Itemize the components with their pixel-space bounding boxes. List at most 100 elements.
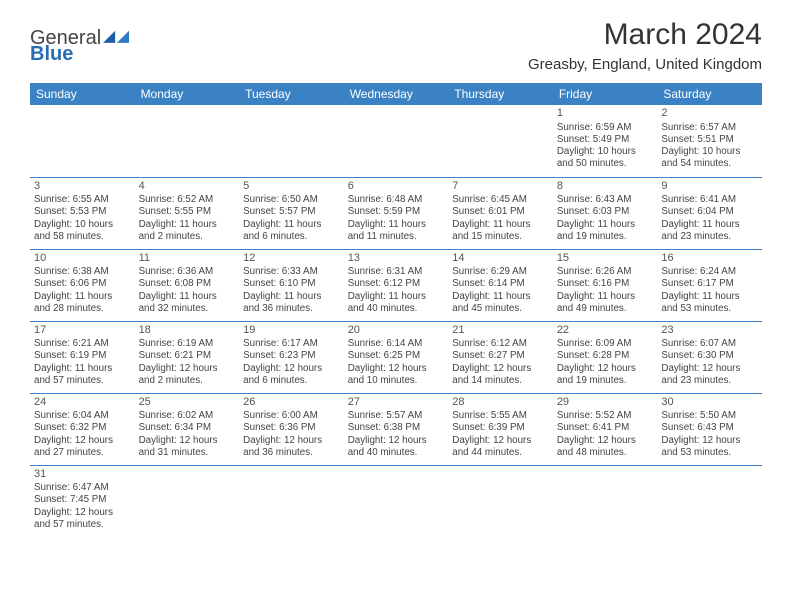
sunset: Sunset: 6:10 PM	[243, 278, 340, 290]
sunset: Sunset: 6:34 PM	[139, 422, 236, 434]
sunset: Sunset: 6:21 PM	[139, 350, 236, 362]
calendar-cell: 4Sunrise: 6:52 AMSunset: 5:55 PMDaylight…	[135, 177, 240, 249]
calendar-cell: 27Sunrise: 5:57 AMSunset: 6:38 PMDayligh…	[344, 393, 449, 465]
dayname-1: Monday	[135, 83, 240, 105]
day-number: 31	[34, 468, 131, 482]
calendar-cell: 25Sunrise: 6:02 AMSunset: 6:34 PMDayligh…	[135, 393, 240, 465]
daylight: Daylight: 11 hours and 6 minutes.	[243, 219, 340, 243]
daylight: Daylight: 12 hours and 27 minutes.	[34, 435, 131, 459]
daylight: Daylight: 12 hours and 36 minutes.	[243, 435, 340, 459]
sunset: Sunset: 6:17 PM	[661, 278, 758, 290]
day-number: 14	[452, 252, 549, 266]
daylight: Daylight: 11 hours and 36 minutes.	[243, 291, 340, 315]
daylight: Daylight: 11 hours and 23 minutes.	[661, 219, 758, 243]
calendar-cell: 26Sunrise: 6:00 AMSunset: 6:36 PMDayligh…	[239, 393, 344, 465]
sunset: Sunset: 5:57 PM	[243, 206, 340, 218]
day-number: 22	[557, 324, 654, 338]
calendar-cell	[239, 465, 344, 537]
day-number: 5	[243, 180, 340, 194]
calendar-cell	[135, 105, 240, 177]
day-number: 1	[557, 107, 654, 121]
sunrise: Sunrise: 6:55 AM	[34, 194, 131, 206]
day-number: 25	[139, 396, 236, 410]
sunrise: Sunrise: 6:02 AM	[139, 410, 236, 422]
day-number: 6	[348, 180, 445, 194]
sunrise: Sunrise: 6:33 AM	[243, 266, 340, 278]
sunrise: Sunrise: 6:57 AM	[661, 122, 758, 134]
day-number: 23	[661, 324, 758, 338]
sunset: Sunset: 5:49 PM	[557, 134, 654, 146]
sunset: Sunset: 6:19 PM	[34, 350, 131, 362]
sunset: Sunset: 6:32 PM	[34, 422, 131, 434]
calendar-cell: 23Sunrise: 6:07 AMSunset: 6:30 PMDayligh…	[657, 321, 762, 393]
day-number: 20	[348, 324, 445, 338]
daylight: Daylight: 12 hours and 19 minutes.	[557, 363, 654, 387]
daylight: Daylight: 12 hours and 53 minutes.	[661, 435, 758, 459]
daylight: Daylight: 11 hours and 15 minutes.	[452, 219, 549, 243]
sunrise: Sunrise: 6:24 AM	[661, 266, 758, 278]
day-number: 15	[557, 252, 654, 266]
sunrise: Sunrise: 6:12 AM	[452, 338, 549, 350]
daylight: Daylight: 12 hours and 48 minutes.	[557, 435, 654, 459]
day-number: 27	[348, 396, 445, 410]
calendar-cell: 2Sunrise: 6:57 AMSunset: 5:51 PMDaylight…	[657, 105, 762, 177]
calendar-cell: 3Sunrise: 6:55 AMSunset: 5:53 PMDaylight…	[30, 177, 135, 249]
sunset: Sunset: 6:14 PM	[452, 278, 549, 290]
sunrise: Sunrise: 6:19 AM	[139, 338, 236, 350]
daylight: Daylight: 10 hours and 58 minutes.	[34, 219, 131, 243]
day-number: 18	[139, 324, 236, 338]
sunset: Sunset: 6:06 PM	[34, 278, 131, 290]
sunset: Sunset: 6:28 PM	[557, 350, 654, 362]
sunrise: Sunrise: 5:52 AM	[557, 410, 654, 422]
calendar-cell	[344, 465, 449, 537]
calendar-cell: 1Sunrise: 6:59 AMSunset: 5:49 PMDaylight…	[553, 105, 658, 177]
sunset: Sunset: 6:27 PM	[452, 350, 549, 362]
sunset: Sunset: 6:38 PM	[348, 422, 445, 434]
calendar-cell	[239, 105, 344, 177]
day-number: 8	[557, 180, 654, 194]
daylight: Daylight: 10 hours and 54 minutes.	[661, 146, 758, 170]
calendar-cell: 13Sunrise: 6:31 AMSunset: 6:12 PMDayligh…	[344, 249, 449, 321]
calendar-cell: 15Sunrise: 6:26 AMSunset: 6:16 PMDayligh…	[553, 249, 658, 321]
sunrise: Sunrise: 6:50 AM	[243, 194, 340, 206]
sunrise: Sunrise: 6:48 AM	[348, 194, 445, 206]
sunrise: Sunrise: 6:00 AM	[243, 410, 340, 422]
sunrise: Sunrise: 6:41 AM	[661, 194, 758, 206]
daylight: Daylight: 11 hours and 2 minutes.	[139, 219, 236, 243]
calendar-cell: 20Sunrise: 6:14 AMSunset: 6:25 PMDayligh…	[344, 321, 449, 393]
day-number: 30	[661, 396, 758, 410]
day-number: 17	[34, 324, 131, 338]
sunset: Sunset: 6:30 PM	[661, 350, 758, 362]
sunrise: Sunrise: 6:52 AM	[139, 194, 236, 206]
dayname-5: Friday	[553, 83, 658, 105]
calendar-cell	[30, 105, 135, 177]
daylight: Daylight: 11 hours and 32 minutes.	[139, 291, 236, 315]
calendar-cell: 17Sunrise: 6:21 AMSunset: 6:19 PMDayligh…	[30, 321, 135, 393]
day-number: 7	[452, 180, 549, 194]
daylight: Daylight: 10 hours and 50 minutes.	[557, 146, 654, 170]
day-number: 26	[243, 396, 340, 410]
sunset: Sunset: 6:39 PM	[452, 422, 549, 434]
sunset: Sunset: 6:12 PM	[348, 278, 445, 290]
sunset: Sunset: 6:41 PM	[557, 422, 654, 434]
sunrise: Sunrise: 6:26 AM	[557, 266, 654, 278]
sunrise: Sunrise: 5:57 AM	[348, 410, 445, 422]
sunrise: Sunrise: 6:17 AM	[243, 338, 340, 350]
day-number: 29	[557, 396, 654, 410]
logo-sub: Blue	[30, 43, 73, 65]
calendar-cell: 11Sunrise: 6:36 AMSunset: 6:08 PMDayligh…	[135, 249, 240, 321]
day-number: 10	[34, 252, 131, 266]
calendar-cell	[553, 465, 658, 537]
calendar-cell	[448, 465, 553, 537]
calendar-cell	[135, 465, 240, 537]
day-number: 28	[452, 396, 549, 410]
day-number: 2	[661, 107, 758, 121]
dayname-6: Saturday	[657, 83, 762, 105]
daylight: Daylight: 11 hours and 45 minutes.	[452, 291, 549, 315]
day-number: 13	[348, 252, 445, 266]
calendar-table: SundayMondayTuesdayWednesdayThursdayFrid…	[30, 83, 762, 537]
day-number: 12	[243, 252, 340, 266]
sunset: Sunset: 6:01 PM	[452, 206, 549, 218]
daylight: Daylight: 12 hours and 44 minutes.	[452, 435, 549, 459]
daylight: Daylight: 11 hours and 11 minutes.	[348, 219, 445, 243]
